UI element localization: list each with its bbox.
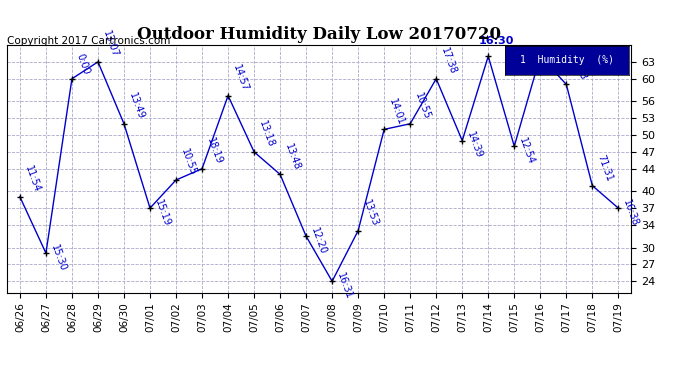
Text: 10:55: 10:55 bbox=[179, 147, 198, 177]
Text: 13:18: 13:18 bbox=[257, 120, 276, 149]
Text: 14:39: 14:39 bbox=[465, 130, 484, 160]
Text: 15:30: 15:30 bbox=[49, 243, 68, 273]
Title: Outdoor Humidity Daily Low 20170720: Outdoor Humidity Daily Low 20170720 bbox=[137, 27, 501, 44]
Text: 14:01: 14:01 bbox=[387, 97, 406, 127]
Text: Copyright 2017 Cartronics.com: Copyright 2017 Cartronics.com bbox=[7, 36, 170, 46]
Text: 16:31: 16:31 bbox=[335, 271, 354, 301]
Text: 17:18: 17:18 bbox=[569, 52, 588, 82]
Text: 13:48: 13:48 bbox=[283, 142, 302, 172]
Text: 71:31: 71:31 bbox=[595, 153, 614, 183]
Text: 17:38: 17:38 bbox=[439, 46, 458, 76]
Text: 16:38: 16:38 bbox=[621, 198, 640, 228]
Text: 13:07: 13:07 bbox=[101, 30, 119, 59]
Text: 13:49: 13:49 bbox=[127, 92, 146, 121]
Text: 11:54: 11:54 bbox=[23, 165, 41, 194]
Text: 12:20: 12:20 bbox=[309, 226, 328, 256]
Text: 18:19: 18:19 bbox=[205, 136, 224, 166]
Text: 12:54: 12:54 bbox=[517, 136, 536, 166]
Text: 16:30: 16:30 bbox=[478, 36, 514, 46]
Text: 0:00: 0:00 bbox=[75, 52, 92, 76]
Text: 14:57: 14:57 bbox=[231, 63, 250, 93]
Text: 10:55: 10:55 bbox=[413, 91, 432, 121]
Text: 13:53: 13:53 bbox=[361, 198, 380, 228]
Text: 15:19: 15:19 bbox=[152, 198, 172, 228]
